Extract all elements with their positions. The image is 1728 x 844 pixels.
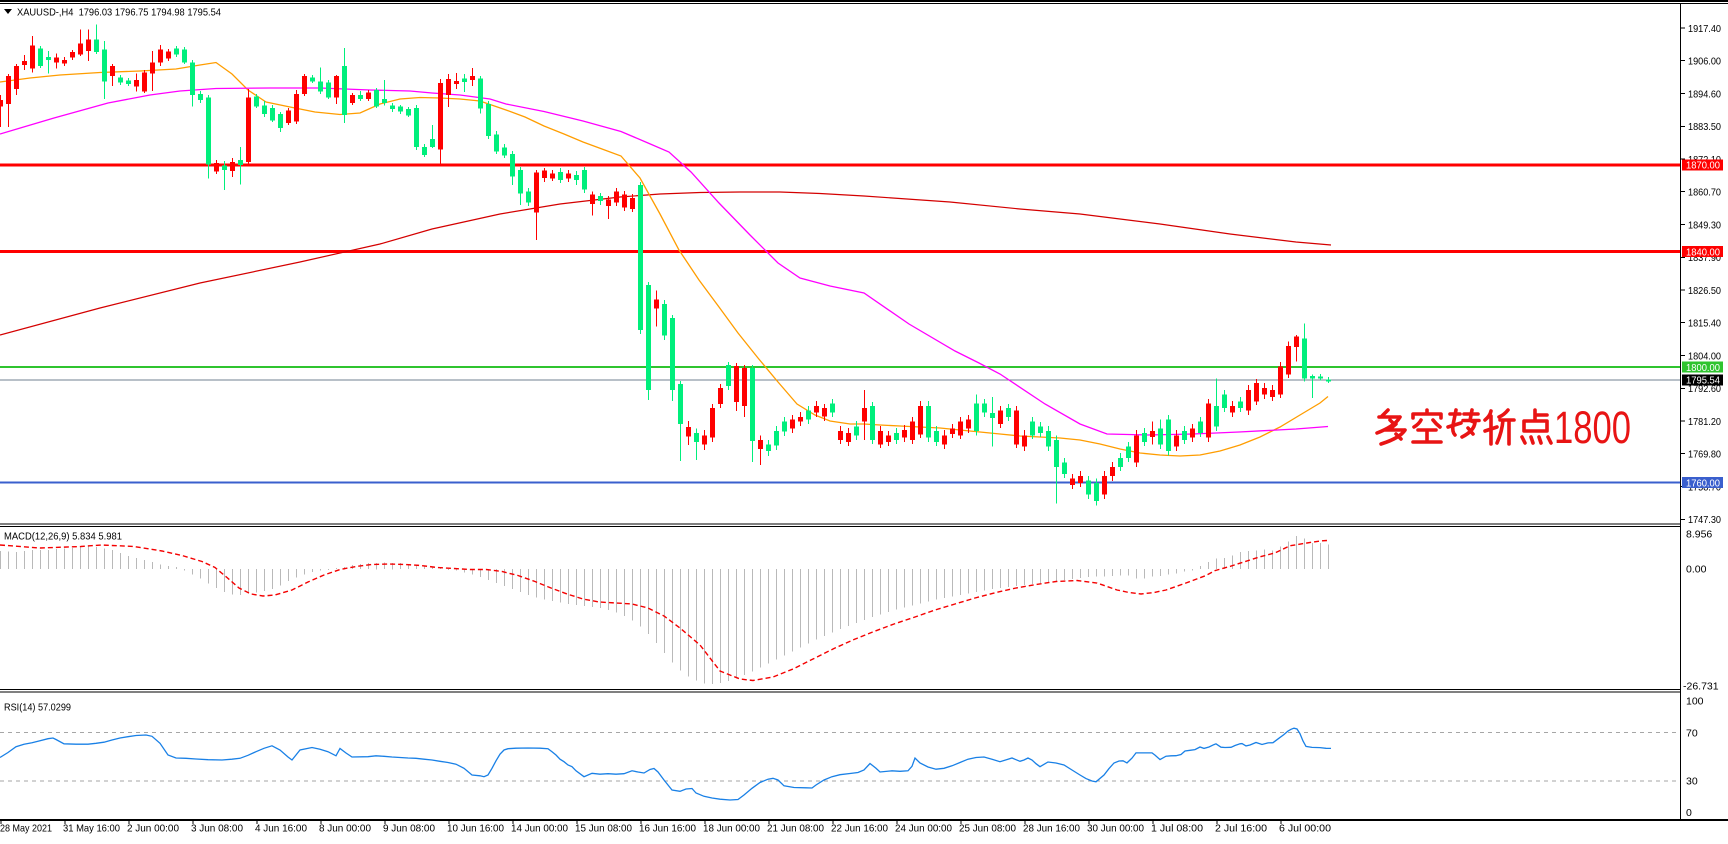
svg-text:4 Jun 16:00: 4 Jun 16:00 [255,823,307,835]
svg-text:1800: 1800 [1554,402,1631,453]
svg-text:8 Jun 00:00: 8 Jun 00:00 [319,823,371,835]
svg-text:1883.50: 1883.50 [1688,121,1721,133]
svg-text:8.956: 8.956 [1686,529,1712,541]
svg-text:2 Jul 16:00: 2 Jul 16:00 [1215,823,1267,835]
svg-text:31 May 16:00: 31 May 16:00 [63,823,120,835]
svg-text:14 Jun 00:00: 14 Jun 00:00 [511,823,568,835]
svg-text:2 Jun 00:00: 2 Jun 00:00 [127,823,179,835]
svg-text:1804.00: 1804.00 [1688,350,1721,362]
svg-text:28 May 2021: 28 May 2021 [0,823,52,835]
svg-text:10 Jun 16:00: 10 Jun 16:00 [447,823,504,835]
svg-text:1906.00: 1906.00 [1688,56,1721,68]
svg-text:24 Jun 00:00: 24 Jun 00:00 [895,823,952,835]
svg-text:1849.30: 1849.30 [1688,219,1721,231]
svg-text:1800.00: 1800.00 [1686,362,1720,374]
svg-text:15 Jun 08:00: 15 Jun 08:00 [575,823,632,835]
svg-text:1840.00: 1840.00 [1686,246,1720,258]
svg-text:XAUUSD-,H4 1796.03 1796.75 17: XAUUSD-,H4 1796.03 1796.75 1794.98 1795.… [17,7,221,19]
svg-text:30: 30 [1686,775,1698,787]
svg-text:1781.20: 1781.20 [1688,416,1721,428]
svg-text:1769.80: 1769.80 [1688,449,1721,461]
svg-text:16 Jun 16:00: 16 Jun 16:00 [639,823,696,835]
svg-text:1760.00: 1760.00 [1686,477,1720,489]
svg-text:MACD(12,26,9) 5.834 5.981: MACD(12,26,9) 5.834 5.981 [4,531,122,543]
svg-text:22 Jun 16:00: 22 Jun 16:00 [831,823,888,835]
svg-text:1917.40: 1917.40 [1688,23,1721,35]
svg-text:28 Jun 16:00: 28 Jun 16:00 [1023,823,1080,835]
svg-text:RSI(14) 57.0299: RSI(14) 57.0299 [4,702,71,714]
svg-text:-26.731: -26.731 [1683,681,1719,693]
svg-text:1 Jul 08:00: 1 Jul 08:00 [1151,823,1203,835]
svg-text:100: 100 [1686,696,1704,708]
svg-text:1894.60: 1894.60 [1688,88,1721,100]
svg-text:0: 0 [1686,807,1692,819]
svg-text:9 Jun 08:00: 9 Jun 08:00 [383,823,435,835]
svg-text:1792.60: 1792.60 [1688,383,1721,395]
svg-text:6 Jul 00:00: 6 Jul 00:00 [1279,823,1331,835]
svg-text:1826.50: 1826.50 [1688,285,1721,297]
svg-text:21 Jun 08:00: 21 Jun 08:00 [767,823,824,835]
svg-text:1795.54: 1795.54 [1686,375,1720,387]
svg-text:70: 70 [1686,727,1698,739]
svg-text:25 Jun 08:00: 25 Jun 08:00 [959,823,1016,835]
svg-text:1870.00: 1870.00 [1686,160,1720,172]
svg-text:1747.30: 1747.30 [1688,514,1721,526]
svg-text:3 Jun 08:00: 3 Jun 08:00 [191,823,243,835]
svg-text:1860.70: 1860.70 [1688,187,1721,199]
svg-text:0.00: 0.00 [1686,564,1707,576]
svg-text:18 Jun 00:00: 18 Jun 00:00 [703,823,760,835]
svg-text:30 Jun 00:00: 30 Jun 00:00 [1087,823,1144,835]
svg-text:1815.40: 1815.40 [1688,318,1721,330]
